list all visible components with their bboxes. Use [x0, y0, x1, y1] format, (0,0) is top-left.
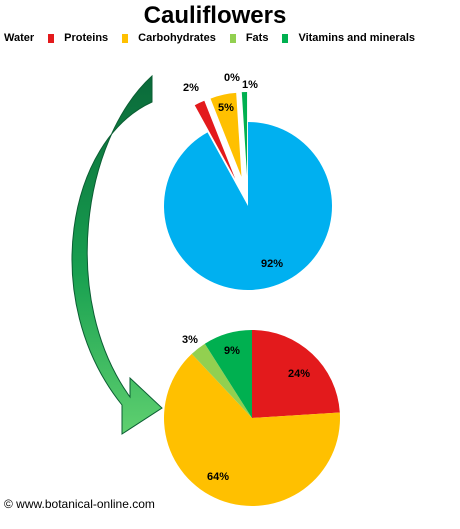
top-pie-slice-vitamins-and-minerals: [241, 92, 248, 177]
top-pie-slice-proteins: [194, 100, 236, 179]
legend-swatch-fats: [229, 33, 236, 43]
legend-swatch-proteins: [48, 33, 55, 43]
legend-item-carbohydrates: Carbohydrates: [122, 32, 216, 44]
pie-chart-top: 92% 2% 5% 0%1%: [163, 72, 332, 290]
bottom-pie-label-proteins: 24%: [288, 368, 310, 380]
legend-label-carbohydrates: Carbohydrates: [138, 32, 216, 44]
top-pie-label-vitamins-and-minerals: 1%: [242, 79, 258, 91]
footer-credit: © www.botanical-online.com: [4, 497, 155, 511]
legend-item-vitamins: Vitamins and minerals: [282, 32, 415, 44]
top-pie-label-fats: 0%: [224, 72, 240, 84]
bottom-pie-slice-carbohydrates: [164, 353, 341, 506]
bottom-pie-slice-vitamins-and-minerals: [204, 330, 252, 418]
top-pie-label-water: 92%: [261, 258, 283, 270]
curved-arrow-icon: [71, 74, 163, 435]
bottom-pie-slice-proteins: [252, 330, 340, 418]
legend-label-vitamins: Vitamins and minerals: [298, 32, 416, 44]
legend: Water Proteins Carbohydrates Fats Vitami…: [4, 30, 460, 46]
legend-swatch-carbohydrates: [122, 33, 129, 43]
legend-item-water: Water: [4, 32, 34, 44]
bottom-pie-label-fats: 3%: [182, 334, 198, 346]
top-pie-label-proteins: 2%: [183, 82, 199, 94]
top-pie-label-carbohydrates: 5%: [218, 102, 234, 114]
legend-label-water: Water: [4, 32, 35, 44]
legend-item-proteins: Proteins: [48, 32, 108, 44]
bottom-pie-label-vitamins-and-minerals: 9%: [224, 345, 240, 357]
legend-item-fats: Fats: [229, 32, 269, 44]
bottom-pie-label-carbohydrates: 64%: [207, 471, 229, 483]
legend-label-proteins: Proteins: [64, 32, 109, 44]
legend-label-fats: Fats: [245, 32, 269, 44]
bottom-pie-slice-fats: [191, 343, 252, 418]
chart-title: Cauliflowers: [143, 2, 287, 29]
pie-chart-bottom: 24% 64% 3% 9%: [164, 330, 341, 506]
legend-swatch-vitamins: [282, 33, 289, 43]
top-pie-slice-water: [163, 122, 332, 290]
top-pie-slice-carbohydrates: [210, 92, 242, 177]
